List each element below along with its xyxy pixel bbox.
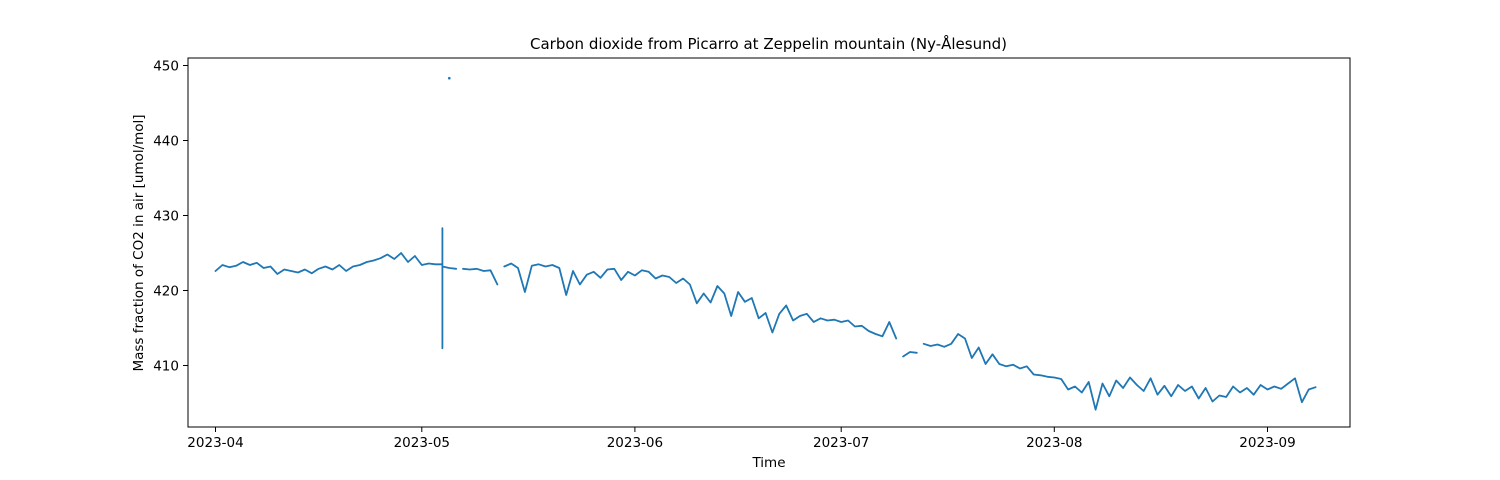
x-axis-label: Time [751,455,785,471]
co2-series-line [503,262,898,340]
plot-area [187,57,1351,428]
co2-series-line [922,333,1317,411]
co2-series-line [462,267,499,286]
y-tick-label: 410 [153,359,179,375]
y-axis-label: Mass fraction of CO2 in air [umol/mol] [131,114,147,371]
plot-frame [187,57,1351,428]
co2-outlier-point [448,76,451,80]
plot-background [188,58,1350,427]
x-tick-label: 2023-07 [813,435,869,451]
co2-series-line [214,227,458,350]
y-tick-label: 430 [153,209,179,225]
y-tick-label: 420 [153,284,179,300]
y-tick-label: 450 [153,59,179,75]
chart-title: Carbon dioxide from Picarro at Zeppelin … [530,34,1007,53]
co2-series-line [902,351,918,358]
series-group [214,76,1317,411]
y-tick-label: 440 [153,134,179,150]
x-tick-label: 2023-09 [1239,435,1295,451]
x-tick-label: 2023-06 [607,435,663,451]
x-tick-label: 2023-04 [187,435,243,451]
x-tick-label: 2023-08 [1026,435,1082,451]
x-axis: 2023-04 2023-05 2023-06 2023-07 2023-08 2023-… [187,427,1296,451]
y-axis: 410 420 430 440 450 [153,59,188,375]
x-tick-label: 2023-05 [394,435,450,451]
